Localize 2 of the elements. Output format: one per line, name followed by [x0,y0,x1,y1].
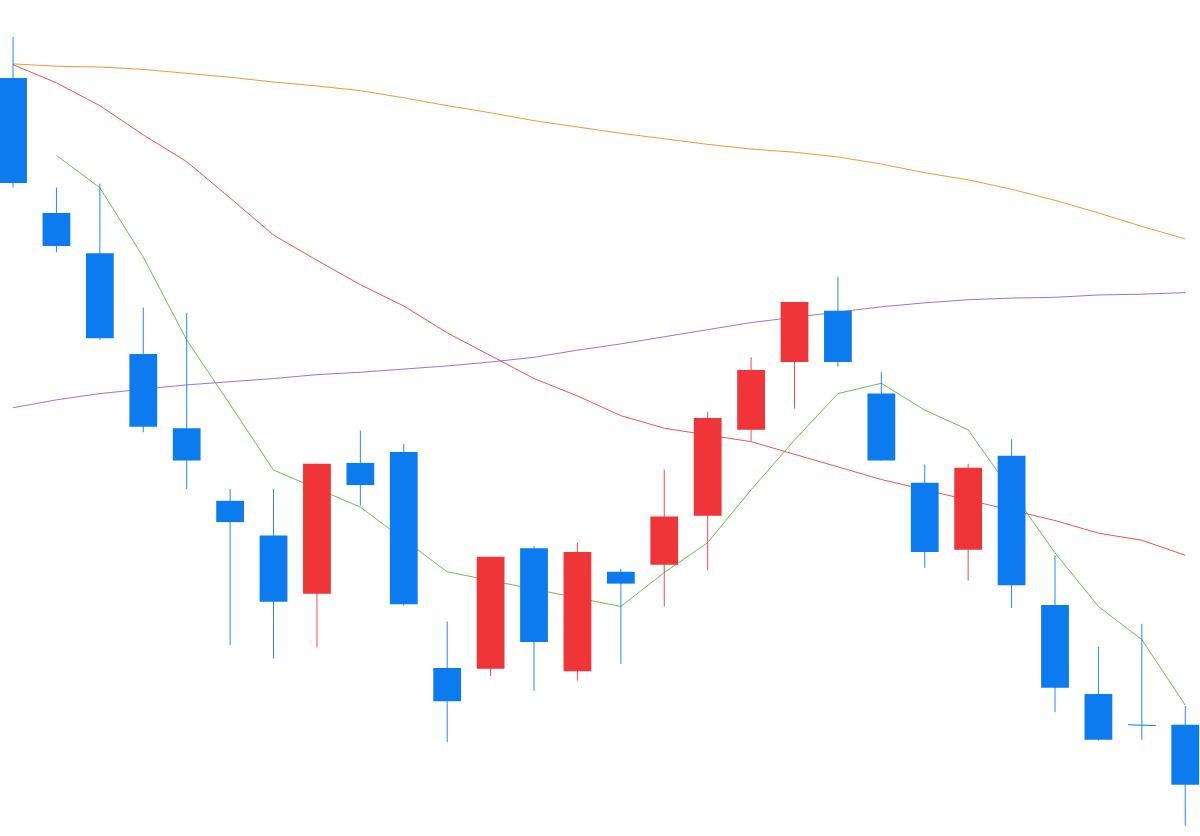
candlestick [606,568,635,665]
candlestick [1127,623,1157,741]
